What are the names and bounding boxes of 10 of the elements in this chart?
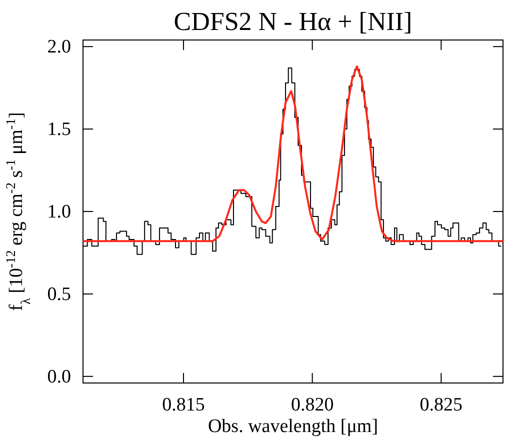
y-tick-label: 2.0 — [47, 36, 71, 58]
y-tick-label: 1.5 — [47, 119, 71, 140]
x-axis-title: Obs. wavelength [μm] — [208, 416, 378, 437]
y-tick-label: 0.0 — [47, 366, 71, 388]
x-tick-label: 0.825 — [420, 394, 463, 416]
chart-title: CDFS2 N - Hα + [NII] — [174, 7, 412, 36]
x-tick-label: 0.815 — [162, 394, 205, 416]
y-tick-label: 1.0 — [47, 202, 71, 223]
y-tick-label: 0.5 — [47, 284, 71, 306]
x-tick-label: 0.820 — [290, 394, 334, 416]
